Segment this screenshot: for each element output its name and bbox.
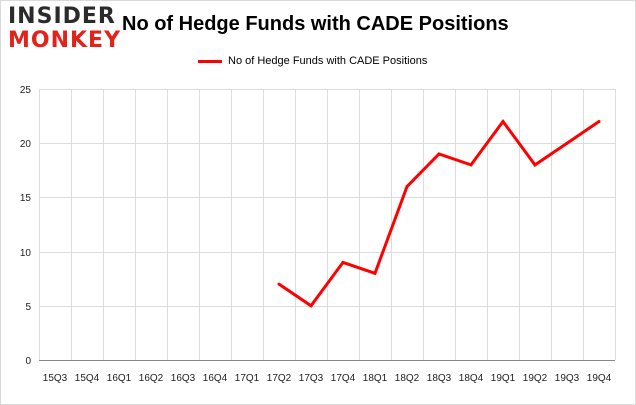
legend-label: No of Hedge Funds with CADE Positions xyxy=(228,55,428,67)
x-tick-label: 16Q4 xyxy=(203,373,228,384)
x-tick-label: 17Q2 xyxy=(267,373,292,384)
data-point xyxy=(405,185,409,189)
y-tick-label: 20 xyxy=(20,139,32,150)
legend-swatch xyxy=(198,59,222,63)
x-tick-label: 19Q3 xyxy=(555,373,580,384)
x-tick-label: 19Q1 xyxy=(491,373,516,384)
x-tick-label: 17Q3 xyxy=(299,373,324,384)
x-tick-label: 15Q3 xyxy=(43,373,68,384)
chart-title: No of Hedge Funds with CADE Positions xyxy=(122,13,509,35)
x-tick-label: 17Q4 xyxy=(331,373,356,384)
data-point xyxy=(533,163,537,167)
insider-monkey-logo: INSIDER MONKEY xyxy=(8,4,122,53)
x-tick-label: 18Q4 xyxy=(459,373,484,384)
data-point xyxy=(565,141,569,145)
data-point xyxy=(597,120,601,124)
y-tick-label: 10 xyxy=(20,248,32,259)
x-tick-label: 16Q2 xyxy=(139,373,164,384)
data-point xyxy=(469,163,473,167)
chart-legend: No of Hedge Funds with CADE Positions xyxy=(198,53,427,69)
x-tick-label: 19Q2 xyxy=(523,373,548,384)
x-tick-label: 16Q3 xyxy=(171,373,196,384)
x-tick-label: 16Q1 xyxy=(107,373,132,384)
logo-text-monkey: MONKEY xyxy=(8,28,122,53)
data-point xyxy=(373,271,377,275)
y-tick-label: 15 xyxy=(20,193,32,204)
x-tick-label: 18Q3 xyxy=(427,373,452,384)
data-point xyxy=(341,260,345,264)
y-tick-label: 5 xyxy=(25,302,31,313)
x-tick-label: 15Q4 xyxy=(75,373,100,384)
logo-text-insider: INSIDER xyxy=(8,4,116,29)
y-tick-label: 25 xyxy=(20,85,32,96)
data-point xyxy=(501,120,505,124)
data-point xyxy=(437,152,441,156)
x-tick-label: 17Q1 xyxy=(235,373,260,384)
data-point xyxy=(309,304,313,308)
y-tick-label: 0 xyxy=(25,356,31,367)
x-tick-label: 18Q2 xyxy=(395,373,420,384)
data-point xyxy=(277,282,281,286)
x-tick-label: 18Q1 xyxy=(363,373,388,384)
x-tick-label: 19Q4 xyxy=(587,373,612,384)
